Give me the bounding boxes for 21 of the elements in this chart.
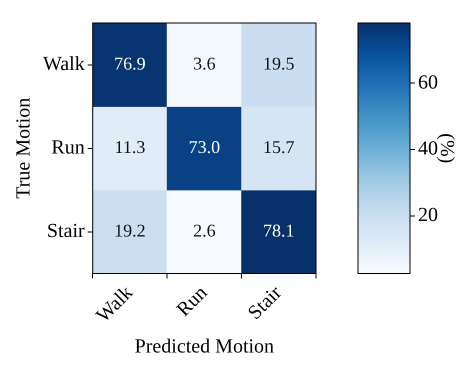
data-label: 73.0 bbox=[188, 137, 220, 158]
x-tick-label: Walk bbox=[92, 282, 138, 327]
color-bar-label: 20 bbox=[418, 204, 438, 226]
y-tick-label: Walk bbox=[42, 53, 85, 76]
x-tick-label: Run bbox=[172, 282, 212, 321]
color-bar-title: (%) bbox=[436, 133, 458, 164]
data-label: 15.7 bbox=[263, 137, 295, 158]
x-axis-title: Predicted Motion bbox=[134, 335, 274, 358]
data-label: 2.6 bbox=[193, 220, 216, 241]
color-bar-label: 40 bbox=[418, 138, 438, 160]
y-axis-title: True Motion bbox=[12, 98, 34, 199]
y-tick-label: Stair bbox=[46, 220, 86, 242]
data-label: 76.9 bbox=[114, 53, 146, 74]
y-tick-label: Run bbox=[51, 136, 85, 159]
data-label: 3.6 bbox=[193, 53, 216, 74]
data-label: 19.5 bbox=[263, 53, 295, 74]
data-label: 19.2 bbox=[114, 220, 146, 241]
x-tick-label: Stair bbox=[244, 281, 286, 324]
data-label: 78.1 bbox=[263, 220, 295, 241]
color-bar-label: 60 bbox=[418, 71, 438, 94]
data-label: 11.3 bbox=[114, 137, 146, 158]
